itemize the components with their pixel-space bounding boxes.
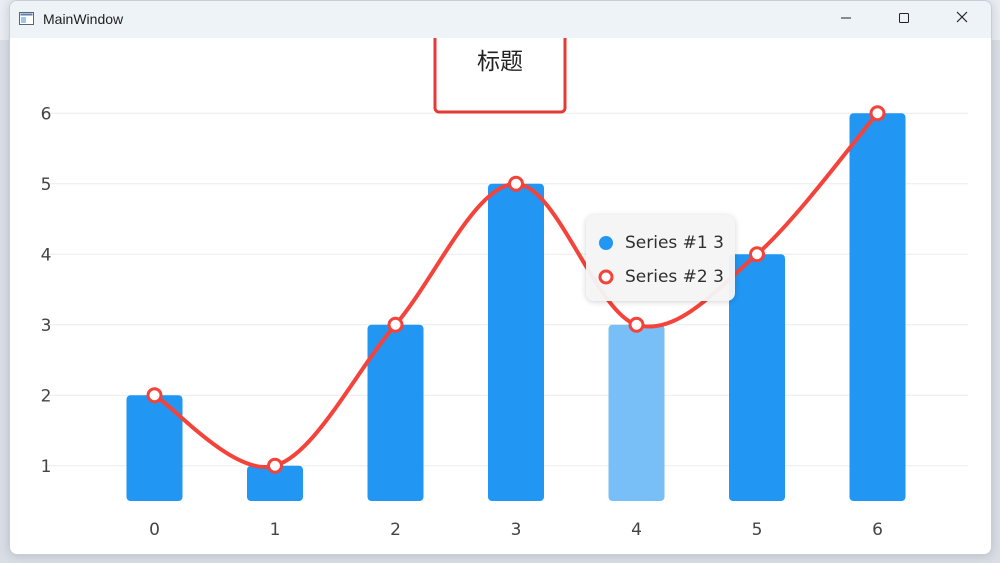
bar-2[interactable] (367, 324, 424, 501)
x-tick-label: 3 (511, 520, 522, 540)
bar-4[interactable] (608, 324, 665, 501)
minimize-button[interactable] (817, 1, 875, 38)
line-point-1[interactable] (267, 457, 283, 474)
tooltip-row-series-2: Series #2 3 (598, 265, 724, 289)
chart-title: 标题 (477, 49, 523, 75)
y-axis-ticks: 1 2 3 4 5 6 (41, 104, 52, 477)
maximize-icon (898, 11, 910, 29)
line-point-5[interactable] (749, 246, 765, 263)
x-tick-label: 5 (752, 520, 763, 540)
maximize-button[interactable] (875, 1, 933, 38)
tooltip-row-series-1: Series #1 3 (598, 231, 724, 255)
chart-area: 1 2 3 4 5 6 0 1 2 3 4 5 6 标题 Series #1 3 (10, 14, 991, 554)
y-tick-label: 3 (41, 316, 52, 336)
line-point-4[interactable] (628, 316, 645, 333)
y-tick-label: 5 (41, 175, 52, 195)
line-point-2[interactable] (387, 316, 404, 333)
bar-series (126, 113, 906, 501)
line-point-6[interactable] (869, 105, 886, 122)
line-point-0[interactable] (146, 387, 163, 404)
close-button[interactable] (933, 1, 991, 38)
chart-svg: 1 2 3 4 5 6 0 1 2 3 4 5 6 标题 (41, 14, 968, 540)
window-app-icon (19, 12, 34, 25)
minimize-icon (840, 11, 852, 29)
chart-title-layer: 标题 (433, 14, 567, 114)
y-tick-label: 6 (41, 104, 52, 124)
series-2-marker-icon (598, 269, 614, 285)
y-tick-label: 2 (41, 386, 52, 406)
window-titlebar[interactable]: MainWindow (10, 1, 991, 38)
line-point-3[interactable] (508, 175, 524, 192)
chart-tooltip: Series #1 3 Series #2 3 (586, 215, 735, 301)
bar-5[interactable] (729, 254, 785, 501)
main-window: MainWindow (9, 0, 992, 555)
x-tick-label: 6 (872, 520, 883, 540)
y-tick-label: 1 (41, 457, 52, 477)
bar-6[interactable] (849, 113, 906, 501)
x-tick-label: 0 (149, 520, 160, 540)
bar-3[interactable] (488, 183, 544, 501)
tooltip-series-2-label: Series #2 3 (625, 267, 724, 287)
close-icon (955, 10, 969, 29)
x-axis-ticks: 0 1 2 3 4 5 6 (149, 520, 883, 540)
line-points (146, 105, 886, 474)
y-tick-label: 4 (41, 245, 52, 265)
tooltip-series-1-label: Series #1 3 (625, 233, 724, 253)
series-1-marker-icon (598, 235, 614, 251)
bar-1[interactable] (247, 465, 303, 501)
x-tick-label: 2 (390, 520, 401, 540)
x-tick-label: 1 (270, 520, 281, 540)
bar-0[interactable] (126, 395, 183, 501)
window-title: MainWindow (43, 11, 124, 27)
x-tick-label: 4 (631, 520, 642, 540)
